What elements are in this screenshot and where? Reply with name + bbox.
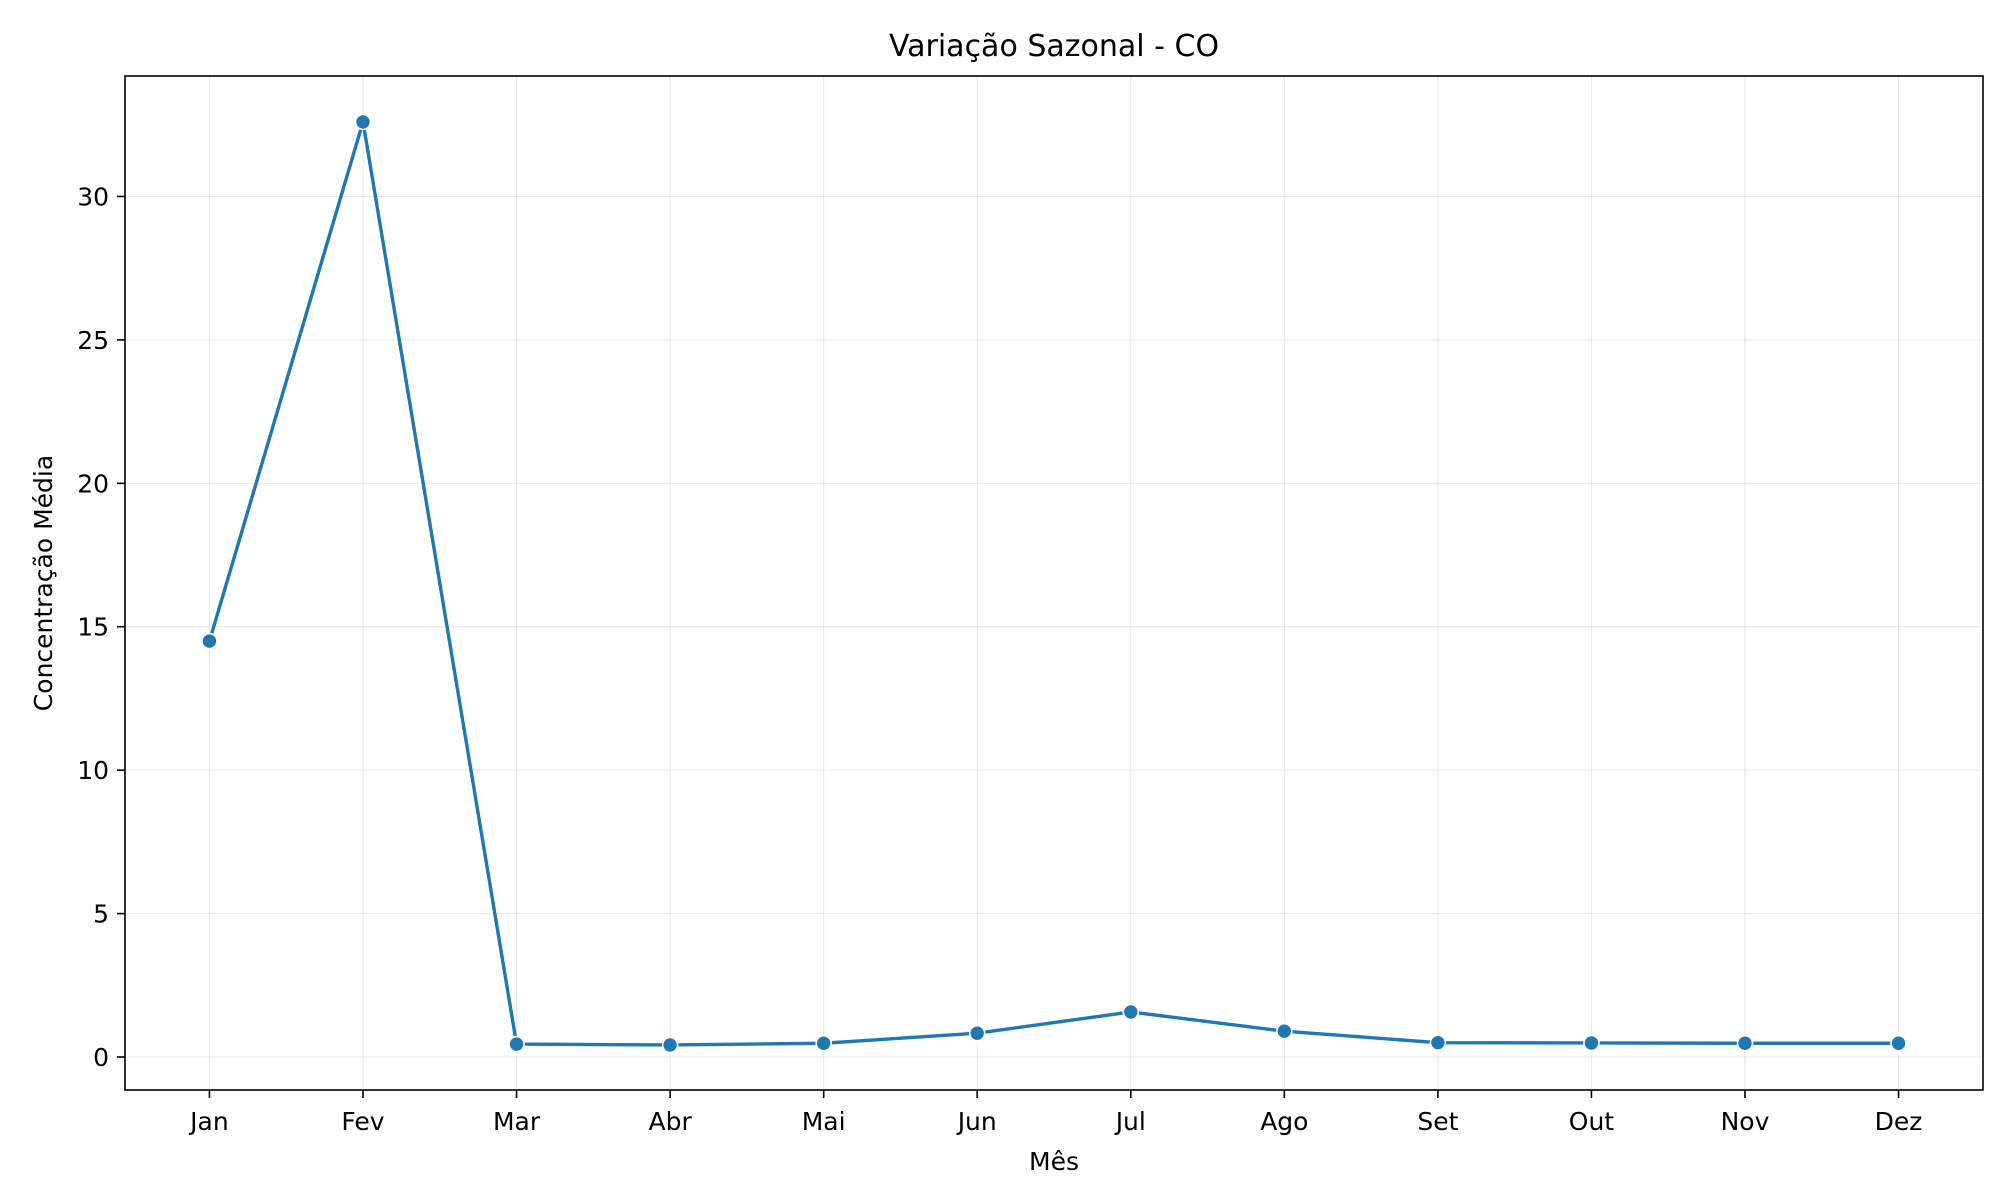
data-point-nov	[1736, 1034, 1754, 1052]
y-tick-label: 25	[77, 326, 109, 355]
data-point-set	[1429, 1034, 1447, 1051]
x-tick-label: Jun	[956, 1107, 997, 1136]
y-tick-label: 0	[93, 1043, 109, 1072]
x-tick-label: Mai	[802, 1107, 846, 1136]
x-tick-label: Jan	[188, 1107, 229, 1136]
y-tick-label: 15	[77, 613, 109, 642]
y-tick-label: 10	[77, 756, 109, 785]
data-point-mai	[815, 1034, 832, 1052]
y-tick-label: 5	[93, 900, 109, 929]
grid-layer	[125, 76, 1983, 1090]
chart-title: Variação Sazonal - CO	[889, 29, 1219, 64]
plot-frame	[124, 75, 1984, 1091]
data-point-fev	[354, 113, 372, 131]
x-tick-label: Out	[1569, 1107, 1615, 1136]
x-tick-label: Set	[1417, 1107, 1458, 1136]
x-tick-label: Jul	[1114, 1107, 1146, 1136]
data-point-mar	[508, 1035, 525, 1053]
y-tick-label: 20	[77, 469, 109, 498]
x-tick-label: Dez	[1875, 1107, 1923, 1136]
data-point-out	[1583, 1034, 1600, 1052]
data-point-dez	[1890, 1034, 1907, 1052]
x-tick-label: Abr	[648, 1107, 692, 1136]
y-axis-label: Concentração Média	[29, 455, 58, 711]
data-point-jan	[201, 632, 218, 650]
x-tick-label: Fev	[341, 1107, 384, 1136]
ticks-layer: Jan Fev Mar Abr Mai Jun Jul Ago Set Out Nov Dez 0 5 10…	[77, 182, 1922, 1136]
series-line	[207, 120, 1901, 1047]
x-tick-label: Nov	[1721, 1107, 1770, 1136]
x-tick-label: Mar	[493, 1107, 541, 1136]
data-point-ago	[1276, 1022, 1293, 1040]
data-point-jun	[968, 1024, 986, 1042]
y-tick-label: 30	[77, 182, 109, 211]
data-point-abr	[661, 1036, 679, 1054]
data-point-jul	[1122, 1003, 1140, 1021]
x-axis-label: Mês	[1029, 1147, 1079, 1176]
x-tick-label: Ago	[1260, 1107, 1308, 1136]
series-layer	[201, 113, 1907, 1054]
